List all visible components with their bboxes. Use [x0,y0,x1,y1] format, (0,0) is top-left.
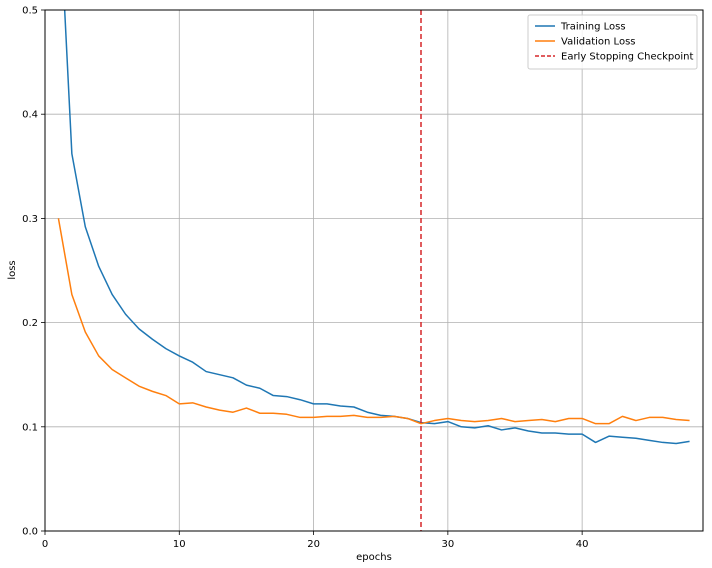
y-tick-label: 0.2 [22,318,38,329]
x-tick-label: 10 [173,539,186,550]
legend-label: Validation Loss [561,37,636,48]
y-tick-label: 0.3 [22,214,38,225]
axis-ticks: 0 10 20 30 40 0.0 0.1 0.2 0.3 0.4 0.5 [22,6,588,551]
validation-loss-line [57,218,690,425]
legend: Training Loss Validation Loss Early Stoppi… [527,14,698,70]
training-loss-line [63,10,690,445]
plot-frame [44,9,704,532]
x-tick-label: 0 [42,539,48,550]
x-tick-label: 40 [576,539,589,550]
plot-area [57,10,690,531]
x-tick-label: 30 [441,539,454,550]
y-tick-label: 0.5 [22,6,38,17]
legend-box [527,14,698,70]
legend-label: Early Stopping Checkpoint [561,52,694,63]
y-tick-label: 0.4 [22,110,38,121]
y-axis-label: loss [7,260,18,279]
legend-label: Training Loss [560,22,626,33]
x-tick-label: 20 [307,539,320,550]
grid [44,9,703,532]
x-axis-label: epochs [356,552,392,563]
y-tick-label: 0.0 [22,527,38,538]
y-tick-label: 0.1 [22,422,38,433]
